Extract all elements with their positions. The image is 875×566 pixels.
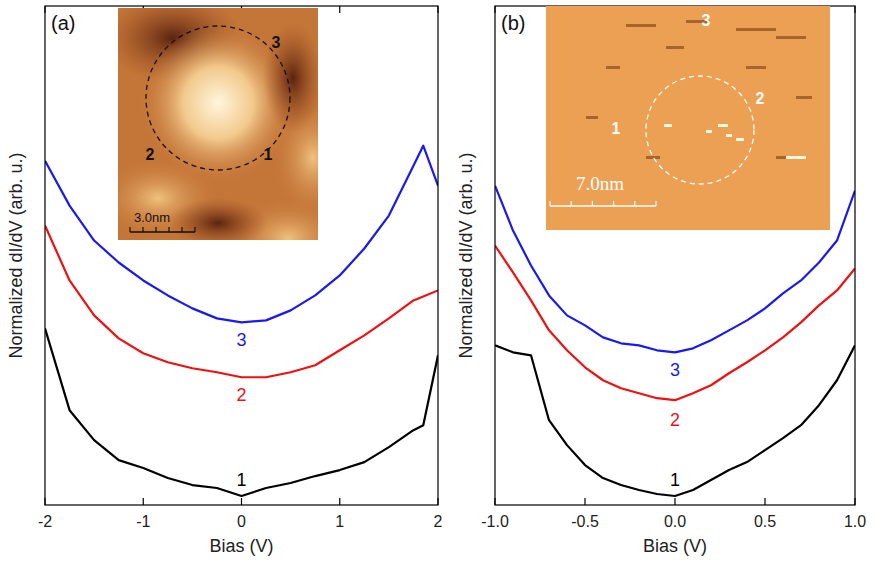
tick-label: 1.0 [844, 513, 866, 530]
curve-label: 3 [236, 330, 246, 350]
scale-bar-tick [168, 227, 169, 232]
tick-label: -2 [38, 513, 52, 530]
scale-bar-tick [655, 201, 656, 206]
dashed-circle [146, 26, 290, 170]
panel-letter: (a) [51, 12, 75, 34]
tick [437, 6, 438, 13]
plot-frame [495, 6, 855, 505]
tick-label: 0.0 [664, 513, 686, 530]
scale-bar-tick [571, 201, 572, 206]
axis-title: Normalized dI/dV (arb. u.) [456, 152, 476, 358]
inset-label: 3 [272, 34, 281, 51]
tick-label: -0.5 [571, 513, 599, 530]
inset-image: 3.0nm 1 2 3 [98, 0, 353, 278]
scale-bar [550, 205, 656, 207]
spectrum-line [495, 246, 855, 401]
tick [44, 498, 45, 505]
tick [494, 6, 495, 13]
tick-label: -1 [136, 513, 150, 530]
spectrum-line [495, 345, 855, 496]
scale-bar-tick [592, 201, 593, 206]
tick [494, 498, 495, 505]
figure: 1 2 3 -2 -1 0 1 2 Bias (V) Normalized dI/dV (arb.… [0, 0, 875, 566]
panel: 1 2 3 -1.0 -0.5 0.0 0.5 1.0 Bias (V) Normalized d… [456, 6, 866, 556]
tick [854, 6, 855, 13]
lines [495, 186, 855, 496]
tick [674, 498, 675, 505]
axis-title: Normalized dI/dV (arb. u.) [6, 152, 26, 358]
inset-label: 1 [612, 120, 621, 137]
tick [854, 498, 855, 505]
tick [143, 498, 144, 505]
scale-bar-tick [129, 227, 130, 232]
tick [339, 6, 340, 13]
tick [241, 498, 242, 505]
scale-bar-tick [634, 201, 635, 206]
curve-label: 1 [236, 470, 246, 490]
dashed-circle [646, 76, 754, 184]
scale-bar-tick [613, 201, 614, 206]
tick [44, 6, 45, 13]
curve-label: 2 [670, 410, 680, 430]
curve-label: 1 [670, 470, 680, 490]
curve-label: 2 [236, 385, 246, 405]
spectrum-line [45, 328, 438, 496]
inset-label: 7.0nm [576, 173, 624, 194]
scale-bar-tick [181, 227, 182, 232]
scale-bar-tick [142, 227, 143, 232]
tick-label: -1.0 [481, 513, 509, 530]
axis-title: Bias (V) [209, 536, 273, 556]
curve-label: 3 [670, 360, 680, 380]
inset-label: 3.0nm [134, 210, 170, 225]
inset-label: 1 [264, 146, 273, 163]
tick [764, 498, 765, 505]
tick-label: 0.5 [754, 513, 776, 530]
scale-bar [130, 231, 195, 233]
scale-bar-tick [549, 201, 550, 206]
inset-label: 3 [702, 12, 711, 29]
scale-bar-tick [155, 227, 156, 232]
tick-label: 1 [335, 513, 344, 530]
axis-title: Bias (V) [643, 536, 707, 556]
inset-label: 2 [146, 146, 155, 163]
inset-label: 2 [756, 90, 765, 107]
tick-label: 2 [434, 513, 443, 530]
tick [437, 498, 438, 505]
scale-bar-tick [194, 227, 195, 232]
tick [584, 498, 585, 505]
plot-frame [45, 6, 438, 505]
inset-image: 7.0nm 1 2 3 [546, 6, 830, 230]
panel: 1 2 3 -2 -1 0 1 2 Bias (V) Normalized dI/dV (arb.… [6, 0, 443, 556]
panel-letter: (b) [501, 12, 525, 34]
tick [339, 498, 340, 505]
tick-label: 0 [237, 513, 246, 530]
